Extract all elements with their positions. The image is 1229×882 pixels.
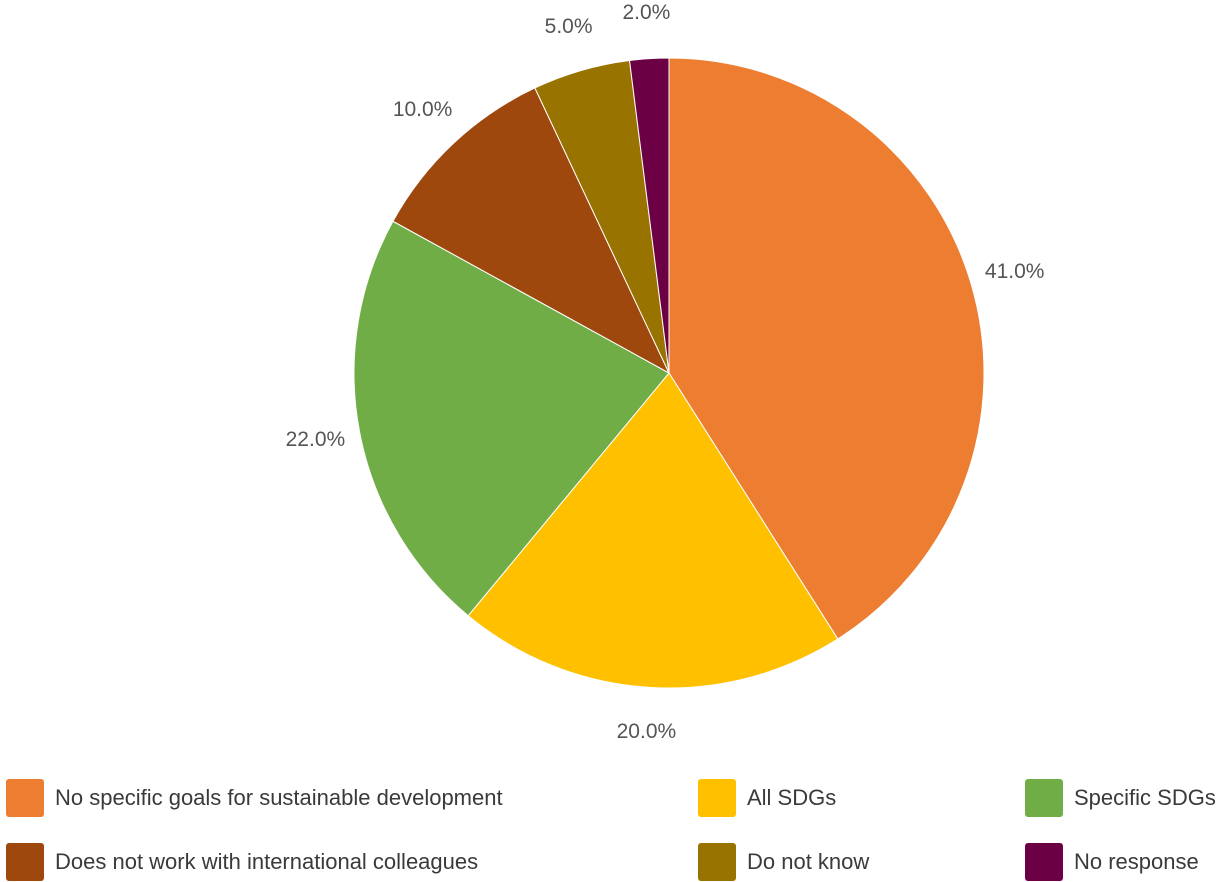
pie-slice-no-response (628, 57, 670, 374)
legend-swatch (1025, 843, 1063, 881)
data-label-no-response: 2.0% (622, 1, 670, 24)
legend-item-no-response: No response (1025, 842, 1199, 882)
data-label-do-not-know: 5.0% (545, 15, 593, 38)
pie-slice-does-not-work-with-international-colleagues (392, 87, 671, 375)
legend-item-all-sdgs: All SDGs (698, 778, 836, 818)
pie-slice-no-specific-goals-for-sustainable-development (668, 57, 985, 640)
legend-item-do-not-know: Do not know (698, 842, 869, 882)
data-label-no-specific-goals-for-sustainable-development: 41.0% (985, 260, 1045, 283)
data-label-does-not-work-with-international-colleagues: 10.0% (393, 98, 453, 121)
data-label-all-sdgs: 20.0% (617, 720, 677, 743)
pie-slices (353, 57, 985, 689)
legend-label: No specific goals for sustainable develo… (55, 785, 503, 810)
legend-swatch (1025, 779, 1063, 817)
legend-item-specific-sdgs: Specific SDGs (1025, 778, 1216, 818)
legend-label: Does not work with international colleag… (55, 849, 479, 874)
pie-data-labels: 41.0% 20.0% 22.0% 10.0% 5.0% 2.0% (286, 1, 1045, 743)
legend-item-does-not-work-internationally: Does not work with international colleag… (6, 842, 478, 882)
pie-slice-all-sdgs (467, 372, 839, 689)
legend-label: Specific SDGs (1074, 785, 1216, 810)
legend-item-no-specific-goals: No specific goals for sustainable develo… (6, 778, 503, 818)
pie-slice-specific-sdgs (353, 220, 670, 617)
legend-label: Do not know (747, 849, 870, 874)
data-label-specific-sdgs: 22.0% (286, 428, 346, 451)
legend-label: All SDGs (747, 785, 837, 810)
legend-swatch (698, 779, 736, 817)
legend-label: No response (1074, 849, 1199, 874)
legend-swatch (6, 843, 44, 881)
legend-swatch (698, 843, 736, 881)
legend-swatch (6, 779, 44, 817)
